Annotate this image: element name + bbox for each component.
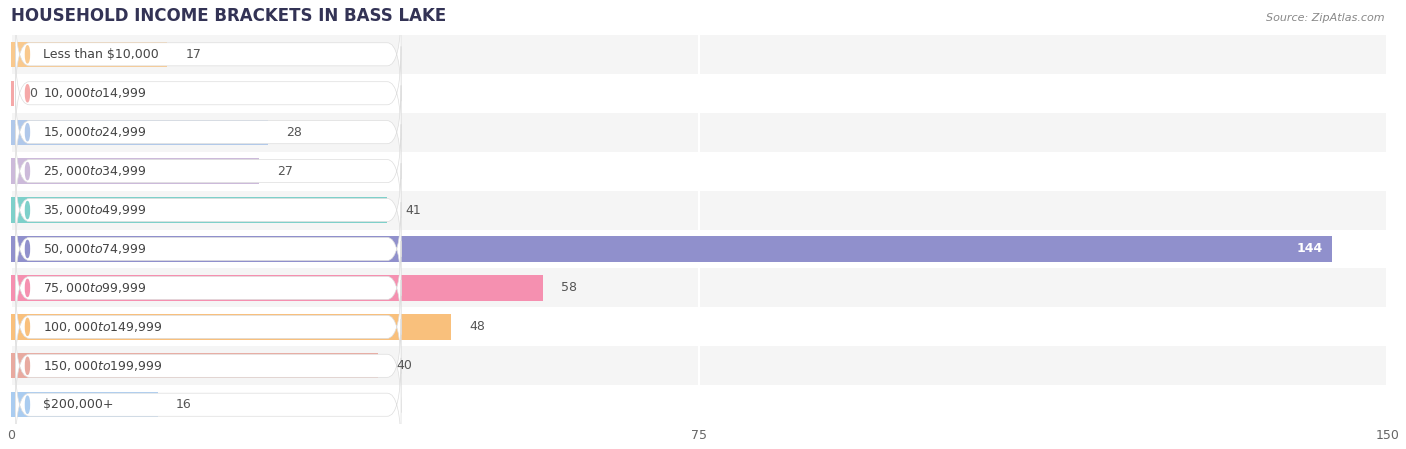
FancyBboxPatch shape	[15, 85, 401, 179]
Circle shape	[25, 396, 30, 413]
FancyBboxPatch shape	[15, 202, 401, 296]
Circle shape	[25, 123, 30, 141]
Text: 16: 16	[176, 398, 191, 411]
Bar	[11, 74, 1388, 113]
Text: $100,000 to $149,999: $100,000 to $149,999	[44, 320, 163, 334]
Text: HOUSEHOLD INCOME BRACKETS IN BASS LAKE: HOUSEHOLD INCOME BRACKETS IN BASS LAKE	[11, 7, 446, 25]
Circle shape	[25, 85, 30, 102]
Circle shape	[25, 240, 30, 258]
Text: 0: 0	[30, 87, 38, 100]
Bar	[11, 42, 167, 67]
Text: Source: ZipAtlas.com: Source: ZipAtlas.com	[1267, 13, 1385, 23]
Bar	[11, 198, 387, 223]
Text: $75,000 to $99,999: $75,000 to $99,999	[44, 281, 146, 295]
FancyBboxPatch shape	[15, 124, 401, 218]
Text: 58: 58	[561, 282, 578, 295]
Bar	[11, 353, 378, 379]
Bar	[11, 152, 1388, 190]
Circle shape	[25, 318, 30, 335]
Circle shape	[25, 357, 30, 374]
Bar	[11, 229, 1388, 269]
Circle shape	[25, 279, 30, 296]
Text: 40: 40	[396, 359, 412, 372]
Bar	[11, 158, 259, 184]
Bar	[11, 80, 14, 106]
FancyBboxPatch shape	[15, 319, 401, 413]
FancyBboxPatch shape	[15, 163, 401, 257]
Circle shape	[25, 163, 30, 180]
FancyBboxPatch shape	[15, 241, 401, 335]
Text: $50,000 to $74,999: $50,000 to $74,999	[44, 242, 146, 256]
Text: $15,000 to $24,999: $15,000 to $24,999	[44, 125, 146, 139]
Text: 28: 28	[287, 126, 302, 139]
Bar	[11, 314, 451, 339]
Bar	[11, 190, 1388, 229]
Text: 27: 27	[277, 165, 292, 178]
Text: $10,000 to $14,999: $10,000 to $14,999	[44, 86, 146, 100]
Text: $200,000+: $200,000+	[44, 398, 114, 411]
Text: 17: 17	[186, 48, 201, 61]
Bar	[11, 269, 1388, 308]
FancyBboxPatch shape	[15, 280, 401, 374]
Text: $25,000 to $34,999: $25,000 to $34,999	[44, 164, 146, 178]
Bar	[11, 308, 1388, 346]
Text: $35,000 to $49,999: $35,000 to $49,999	[44, 203, 146, 217]
Text: $150,000 to $199,999: $150,000 to $199,999	[44, 359, 163, 373]
FancyBboxPatch shape	[15, 46, 401, 140]
Circle shape	[25, 46, 30, 63]
Bar	[11, 275, 543, 300]
Bar	[11, 236, 1331, 262]
FancyBboxPatch shape	[15, 358, 401, 449]
Circle shape	[25, 202, 30, 219]
Text: Less than $10,000: Less than $10,000	[44, 48, 159, 61]
Bar	[11, 392, 157, 418]
Bar	[11, 35, 1388, 74]
Bar	[11, 113, 1388, 152]
Bar	[11, 119, 267, 145]
Text: 48: 48	[470, 320, 485, 333]
Text: 144: 144	[1296, 242, 1323, 255]
FancyBboxPatch shape	[15, 8, 401, 101]
Text: 41: 41	[405, 203, 422, 216]
Bar	[11, 385, 1388, 424]
Bar	[11, 346, 1388, 385]
